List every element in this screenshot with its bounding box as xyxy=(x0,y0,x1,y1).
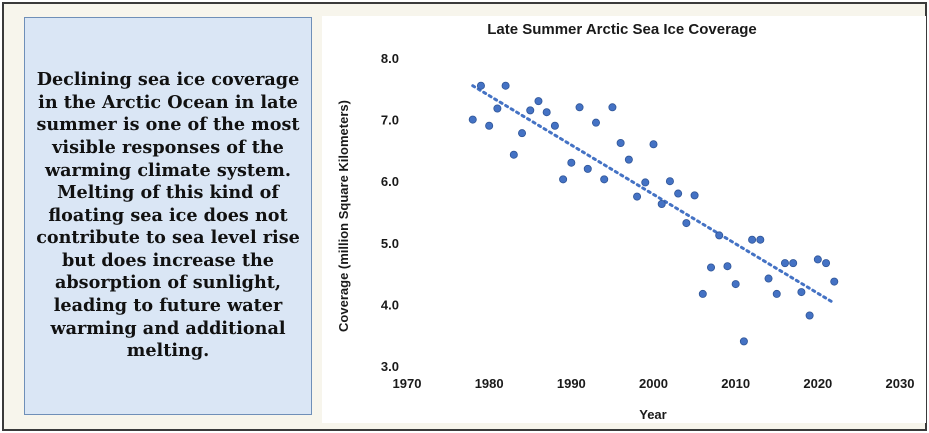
chart-title: Late Summer Arctic Sea Ice Coverage xyxy=(487,21,757,38)
data-point xyxy=(657,199,666,208)
data-point xyxy=(468,115,477,124)
data-point xyxy=(805,311,814,320)
x-tick-label: 2030 xyxy=(886,376,915,391)
data-point xyxy=(830,277,839,286)
data-point xyxy=(591,118,600,127)
x-tick-label: 2020 xyxy=(803,376,832,391)
data-point xyxy=(559,175,568,184)
trendline xyxy=(471,84,836,305)
data-point xyxy=(534,97,543,106)
data-point xyxy=(583,164,592,173)
data-point xyxy=(756,235,765,244)
data-point xyxy=(665,177,674,186)
data-point xyxy=(772,289,781,298)
data-point xyxy=(731,280,740,289)
data-point xyxy=(707,263,716,272)
y-tick-label: 7.0 xyxy=(381,113,399,128)
data-point xyxy=(822,259,831,268)
x-tick-label: 1980 xyxy=(475,376,504,391)
data-point xyxy=(518,129,527,138)
data-point xyxy=(633,192,642,201)
data-point xyxy=(567,158,576,167)
data-point xyxy=(739,337,748,346)
data-points xyxy=(468,81,839,346)
caption-text: Declining sea ice coverage in the Arctic… xyxy=(36,69,300,362)
data-point xyxy=(600,175,609,184)
data-point xyxy=(493,104,502,113)
x-axis-label: Year xyxy=(639,407,666,422)
data-point xyxy=(608,103,617,112)
data-point xyxy=(509,150,518,159)
x-tick-label: 2000 xyxy=(639,376,668,391)
y-tick-label: 8.0 xyxy=(381,51,399,66)
x-tick-label: 2010 xyxy=(721,376,750,391)
data-point xyxy=(698,289,707,298)
data-point xyxy=(641,178,650,187)
data-point xyxy=(682,219,691,228)
y-axis-label: Coverage (million Square Kilometers) xyxy=(336,100,351,332)
data-point xyxy=(813,255,822,264)
caption-box: Declining sea ice coverage in the Arctic… xyxy=(24,17,312,415)
y-tick-label: 4.0 xyxy=(381,297,399,312)
x-tick-label: 1990 xyxy=(557,376,586,391)
x-tick-labels: 1970 1980 1990 2000 2010 2020 2030 xyxy=(393,376,915,391)
data-point xyxy=(542,108,551,117)
data-point xyxy=(797,288,806,297)
data-point xyxy=(575,103,584,112)
data-point xyxy=(789,259,798,268)
data-point xyxy=(764,274,773,283)
data-point xyxy=(748,235,757,244)
data-point xyxy=(649,140,658,149)
data-point xyxy=(476,81,485,90)
data-point xyxy=(550,121,559,130)
y-tick-label: 6.0 xyxy=(381,174,399,189)
chart-panel: Late Summer Arctic Sea Ice Coverage Cove… xyxy=(322,16,926,423)
data-point xyxy=(780,259,789,268)
data-point xyxy=(526,106,535,115)
data-point xyxy=(485,121,494,130)
y-tick-label: 5.0 xyxy=(381,236,399,251)
data-point xyxy=(715,231,724,240)
data-point xyxy=(723,262,732,271)
data-point xyxy=(624,155,633,164)
data-point xyxy=(690,191,699,200)
scatter-chart: Late Summer Arctic Sea Ice Coverage Cove… xyxy=(336,21,915,422)
x-tick-label: 1970 xyxy=(393,376,422,391)
y-tick-label: 3.0 xyxy=(381,359,399,374)
y-tick-labels: 3.0 4.0 5.0 6.0 7.0 8.0 xyxy=(381,51,399,374)
data-point xyxy=(616,139,625,148)
data-point xyxy=(674,189,683,198)
data-point xyxy=(501,81,510,90)
